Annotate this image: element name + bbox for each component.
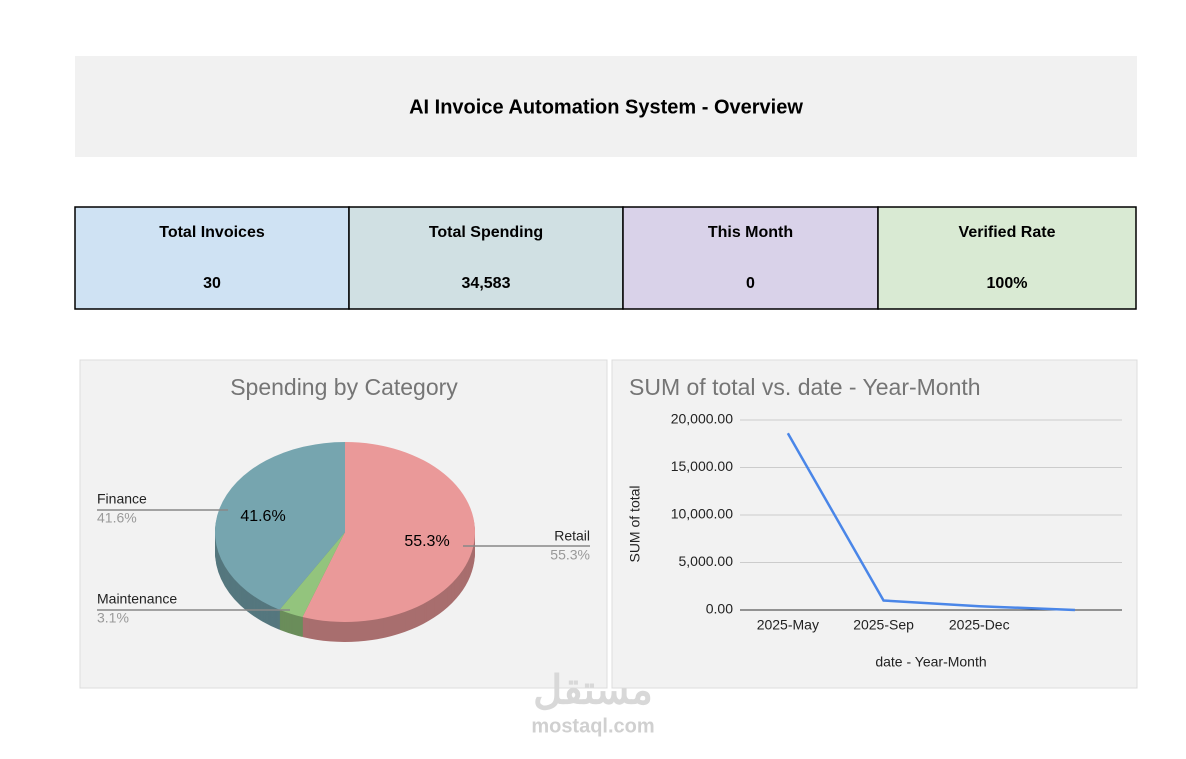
y-tick-label: 20,000.00 <box>671 411 733 427</box>
slice-label: 41.6% <box>240 508 285 525</box>
legend-value: 41.6% <box>97 510 137 526</box>
pie-slice <box>215 442 345 610</box>
kpi-cell <box>74 206 350 310</box>
header-title: AI Invoice Automation System - Overview <box>409 96 803 118</box>
watermark-arabic: مستقل <box>533 669 653 713</box>
line-panel <box>611 359 1138 689</box>
kpi-value: 30 <box>203 275 221 292</box>
pie-slice <box>279 532 345 618</box>
legend-value: 3.1% <box>97 610 129 626</box>
legend-label: Retail <box>554 528 590 544</box>
chart-title: SUM of total vs. date - Year-Month <box>629 374 981 400</box>
y-tick-label: 0.00 <box>706 601 733 617</box>
line-chart: SUM of total vs. date - Year-Month 0.00 5,… <box>627 374 1122 670</box>
y-tick-label: 10,000.00 <box>671 506 733 522</box>
kpi-label: This Month <box>708 224 793 241</box>
pie-slice <box>302 442 476 622</box>
header-box <box>75 56 1137 157</box>
kpi-cell <box>348 206 624 310</box>
watermark-latin: mostaql.com <box>531 715 654 737</box>
kpi-label: Verified Rate <box>959 224 1056 241</box>
kpi-label: Total Spending <box>429 224 543 241</box>
data-line <box>786 432 1075 612</box>
x-tick-label: 2025-Sep <box>853 617 914 633</box>
x-tick-label: 2025-May <box>757 617 819 633</box>
legend-label: Maintenance <box>97 591 177 607</box>
chart-title: Spending by Category <box>230 374 458 400</box>
legend-label: Finance <box>97 491 147 507</box>
x-axis-title: date - Year-Month <box>875 654 986 670</box>
x-tick-label: 2025-Dec <box>949 617 1010 633</box>
kpi-value: 34,583 <box>462 275 511 292</box>
legend-value: 55.3% <box>550 547 590 563</box>
y-axis-title: SUM of total <box>627 485 643 562</box>
y-tick-label: 15,000.00 <box>671 458 733 474</box>
kpi-label: Total Invoices <box>159 224 265 241</box>
slice-label: 55.3% <box>404 533 449 550</box>
kpi-table: Total Invoices 30 Total Spending 34,583 This… <box>74 206 1137 310</box>
kpi-cell <box>877 206 1137 310</box>
pie-chart: Spending by Category Finance 41.6% 41.6% Mai… <box>97 374 590 643</box>
kpi-cell <box>622 206 879 310</box>
kpi-value: 100% <box>987 275 1028 292</box>
kpi-value: 0 <box>746 275 755 292</box>
y-tick-label: 5,000.00 <box>679 553 734 569</box>
